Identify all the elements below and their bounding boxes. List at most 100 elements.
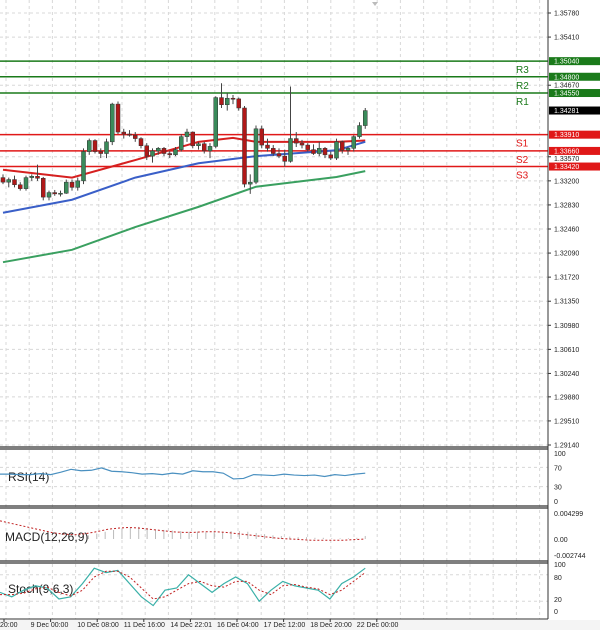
candle-body-bear bbox=[127, 133, 132, 136]
rsi-tick-label: 100 bbox=[554, 451, 566, 458]
level-label-r2: R2 bbox=[516, 81, 529, 92]
candle bbox=[294, 132, 299, 148]
grid bbox=[0, 0, 548, 619]
price-tick-label: 1.31720 bbox=[554, 275, 579, 282]
candle-body-bear bbox=[294, 138, 299, 144]
candle bbox=[259, 125, 264, 149]
candle-body-bear bbox=[265, 144, 270, 149]
candle-body-bear bbox=[190, 131, 195, 146]
candle bbox=[317, 141, 322, 157]
candle bbox=[190, 131, 195, 149]
rsi-label: RSI(14) bbox=[8, 470, 49, 484]
candle-body-bull bbox=[351, 136, 356, 149]
moving-average-line bbox=[2, 140, 366, 214]
candle-body-bull bbox=[150, 150, 155, 157]
candle bbox=[0, 174, 6, 185]
candle-body-bull bbox=[104, 141, 109, 154]
time-axis[interactable]: 20:00 9 Dec 00:00 10 Dec 08:00 11 Dec 16:00… bbox=[0, 619, 600, 630]
macd-tick-label: 0.00 bbox=[554, 537, 568, 544]
candle-body-bull bbox=[317, 148, 322, 154]
candle bbox=[207, 143, 213, 159]
candle bbox=[6, 177, 11, 188]
macd-label: MACD(12,26,9) bbox=[5, 530, 88, 544]
candle bbox=[305, 143, 310, 152]
candle-body-bear bbox=[305, 144, 310, 150]
candle-body-bear bbox=[322, 148, 328, 156]
candle bbox=[69, 179, 75, 191]
candle-body-bear bbox=[276, 153, 282, 157]
candle-body-bear bbox=[230, 97, 236, 100]
candle-body-bear bbox=[161, 148, 167, 154]
level-label-s3: S3 bbox=[516, 171, 529, 182]
candle bbox=[104, 138, 109, 159]
candle bbox=[161, 147, 167, 157]
candle-body-bull bbox=[179, 136, 184, 150]
price-tick-label: 1.35410 bbox=[554, 35, 579, 42]
candle-body-bear bbox=[340, 141, 345, 151]
candle bbox=[173, 147, 178, 157]
level-label-s2: S2 bbox=[516, 155, 529, 166]
candle-body-bear bbox=[167, 153, 172, 156]
candle bbox=[87, 138, 92, 155]
level-price-tag bbox=[549, 146, 600, 155]
current-price-tag bbox=[549, 106, 600, 115]
price-tick-label: 1.33200 bbox=[554, 178, 579, 185]
candle bbox=[156, 147, 161, 155]
candle-body-bear bbox=[12, 179, 17, 186]
macd-tick-label: -0.002744 bbox=[554, 553, 586, 560]
candle-body-bear bbox=[144, 145, 149, 157]
candle bbox=[265, 138, 270, 152]
rsi-tick-label: 30 bbox=[554, 485, 562, 492]
rsi-line bbox=[0, 467, 366, 480]
time-axis-background bbox=[0, 620, 600, 630]
price-axis[interactable]: 1.35040 1.34800 1.34550 1.33910 1.33660 1.334… bbox=[548, 11, 600, 450]
time-tick-label: 9 Dec 00:00 bbox=[31, 622, 69, 629]
level-price-label: 1.35040 bbox=[554, 59, 579, 66]
candle bbox=[81, 148, 86, 185]
candle bbox=[75, 177, 80, 191]
candle-body-bull bbox=[196, 143, 201, 146]
candle bbox=[12, 175, 17, 188]
candle-body-bull bbox=[29, 176, 34, 178]
level-price-label: 1.33420 bbox=[554, 164, 579, 171]
candle bbox=[363, 107, 368, 129]
candle-body-bull bbox=[248, 181, 253, 185]
macd-pane: MACD(12,26,9) 0.004299 0.00 -0.002744 bbox=[0, 511, 586, 560]
candle-body-bull bbox=[363, 110, 368, 126]
price-tick-label: 1.29510 bbox=[554, 418, 579, 425]
candle bbox=[29, 174, 34, 181]
candle bbox=[345, 147, 351, 155]
candle bbox=[98, 148, 103, 159]
candle-body-bear bbox=[98, 151, 103, 154]
candle bbox=[282, 149, 287, 167]
candle bbox=[213, 96, 218, 149]
candle bbox=[230, 94, 236, 105]
candle bbox=[271, 145, 276, 157]
candle bbox=[184, 128, 190, 142]
level-price-tag bbox=[549, 72, 600, 81]
moving-average-line bbox=[2, 136, 366, 179]
price-tick-label: 1.32460 bbox=[554, 227, 579, 234]
candle-body-bull bbox=[207, 146, 213, 152]
candle-body-bear bbox=[133, 135, 138, 139]
stoch-tick-label: 20 bbox=[554, 597, 562, 604]
candle bbox=[41, 176, 46, 201]
stoch-tick-label: 0 bbox=[554, 609, 558, 616]
candle bbox=[46, 190, 52, 201]
candle bbox=[144, 143, 149, 161]
candle-body-bull bbox=[6, 179, 11, 183]
candle-body-bear bbox=[242, 107, 247, 185]
candle bbox=[311, 144, 316, 155]
time-tick-label: 14 Dec 22:01 bbox=[170, 622, 212, 629]
candle bbox=[179, 134, 184, 152]
level-price-label: 1.33660 bbox=[554, 148, 579, 155]
candle-body-bull bbox=[253, 128, 259, 183]
candle-body-bear bbox=[219, 97, 224, 105]
candle bbox=[110, 102, 115, 146]
candle bbox=[58, 190, 63, 197]
candle bbox=[18, 182, 23, 191]
candle bbox=[276, 148, 282, 159]
candle-body-bear bbox=[236, 98, 241, 109]
level-price-tag bbox=[549, 130, 600, 139]
